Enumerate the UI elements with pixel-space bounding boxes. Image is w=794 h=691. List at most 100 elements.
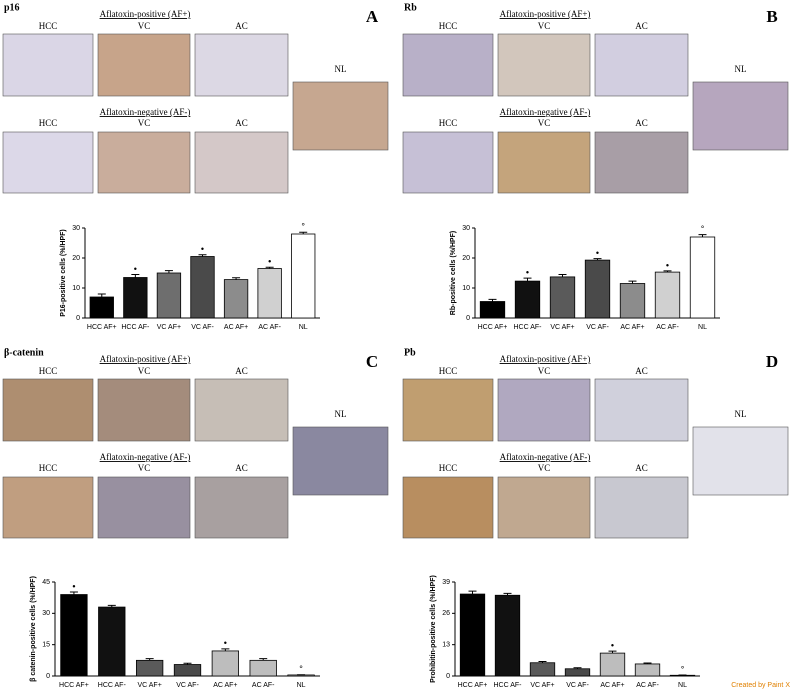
micrograph <box>497 476 591 539</box>
image-label: AC <box>235 463 248 473</box>
y-axis-label: P16-positive cells (%/HPF) <box>60 229 67 317</box>
x-tick-label: HCC AF+ <box>87 324 117 331</box>
error-bar <box>69 591 78 595</box>
bar <box>619 283 646 319</box>
stain-label: β-catenin <box>4 347 44 358</box>
panel-letter: A <box>366 7 379 26</box>
error-bar <box>643 662 652 664</box>
micrograph <box>497 378 591 442</box>
micrograph <box>194 378 289 442</box>
error-bar <box>198 254 207 257</box>
image-label: VC <box>138 118 151 128</box>
significance-mark: • <box>72 581 75 591</box>
image-label: VC <box>138 463 151 473</box>
micrograph <box>402 378 494 442</box>
significance-mark: ° <box>301 222 305 232</box>
group-label: Aflatoxin-positive (AF+) <box>100 9 191 19</box>
y-tick-label: 0 <box>46 673 50 680</box>
x-tick-label: AC AF+ <box>600 682 624 689</box>
bar <box>494 594 521 677</box>
image-label: VC <box>538 118 551 128</box>
image-label: HCC <box>439 463 458 473</box>
x-tick-label: HCC AF- <box>121 324 150 331</box>
image-label: VC <box>538 463 551 473</box>
x-tick-label: VC AF- <box>566 682 589 689</box>
y-tick-label: 0 <box>466 315 470 322</box>
micrograph <box>692 81 789 151</box>
y-tick-label: 20 <box>72 255 80 262</box>
error-bar <box>259 658 268 661</box>
y-tick-label: 45 <box>42 579 50 586</box>
stain-label: Pb <box>404 347 416 358</box>
bar <box>291 233 316 319</box>
x-tick-label: NL <box>299 324 308 331</box>
image-label: VC <box>138 366 151 376</box>
y-axis-label: Rb-positive cells (%/HPF) <box>450 231 457 315</box>
micrograph <box>2 378 94 442</box>
significance-mark: • <box>526 267 529 277</box>
image-label: VC <box>538 21 551 31</box>
y-tick-label: 13 <box>442 642 450 649</box>
panel-letter: D <box>766 352 778 371</box>
bar <box>60 594 88 677</box>
x-tick-label: HCC AF+ <box>59 682 89 689</box>
micrograph <box>194 476 289 539</box>
y-tick-label: 30 <box>72 225 80 232</box>
significance-mark: • <box>134 264 137 274</box>
image-label: AC <box>635 463 648 473</box>
image-label: NL <box>335 409 347 419</box>
y-tick-label: 15 <box>42 642 50 649</box>
x-tick-label: VC AF- <box>586 324 609 331</box>
bar <box>89 296 114 319</box>
bar <box>156 272 182 319</box>
micrograph <box>2 131 94 194</box>
bar <box>514 280 541 319</box>
bar <box>173 664 202 677</box>
group-label: Aflatoxin-negative (AF-) <box>500 107 591 117</box>
error-bar <box>232 277 241 280</box>
x-tick-label: HCC AF+ <box>458 682 488 689</box>
micrograph <box>594 476 689 539</box>
image-label: AC <box>635 366 648 376</box>
micrograph <box>97 378 191 442</box>
micrograph <box>692 426 789 496</box>
significance-mark: • <box>611 641 614 651</box>
bar <box>257 268 282 319</box>
bar <box>190 256 215 319</box>
x-tick-label: AC AF- <box>636 682 659 689</box>
bar <box>211 650 240 677</box>
error-bar <box>523 277 532 282</box>
micrograph <box>194 131 289 194</box>
micrograph <box>292 426 389 496</box>
y-tick-label: 30 <box>462 225 470 232</box>
y-tick-label: 26 <box>442 610 450 617</box>
bar <box>529 662 556 677</box>
y-axis-label: Prohibitin-positive cells (%/HPF) <box>430 575 437 683</box>
error-bar <box>164 270 173 273</box>
bar <box>459 593 486 677</box>
panel-letter: C <box>366 352 378 371</box>
micrograph <box>594 378 689 442</box>
panel-letter: B <box>766 7 777 26</box>
x-tick-label: HCC AF- <box>494 682 523 689</box>
error-bar <box>698 234 707 237</box>
bar <box>634 663 661 677</box>
micrograph <box>194 33 289 97</box>
group-label: Aflatoxin-negative (AF-) <box>100 452 191 462</box>
error-bar <box>131 274 140 278</box>
x-tick-label: NL <box>297 682 306 689</box>
error-bar <box>663 270 672 273</box>
image-label: HCC <box>39 463 58 473</box>
significance-mark: • <box>268 257 271 267</box>
error-bar <box>468 590 477 595</box>
micrograph <box>594 33 689 97</box>
x-tick-label: HCC AF+ <box>478 324 508 331</box>
error-bar <box>488 298 497 302</box>
error-bar <box>538 661 547 663</box>
y-tick-label: 0 <box>446 673 450 680</box>
x-tick-label: AC AF+ <box>213 682 237 689</box>
bar <box>564 668 591 677</box>
micrograph <box>402 33 494 97</box>
x-tick-label: VC AF+ <box>550 324 574 331</box>
